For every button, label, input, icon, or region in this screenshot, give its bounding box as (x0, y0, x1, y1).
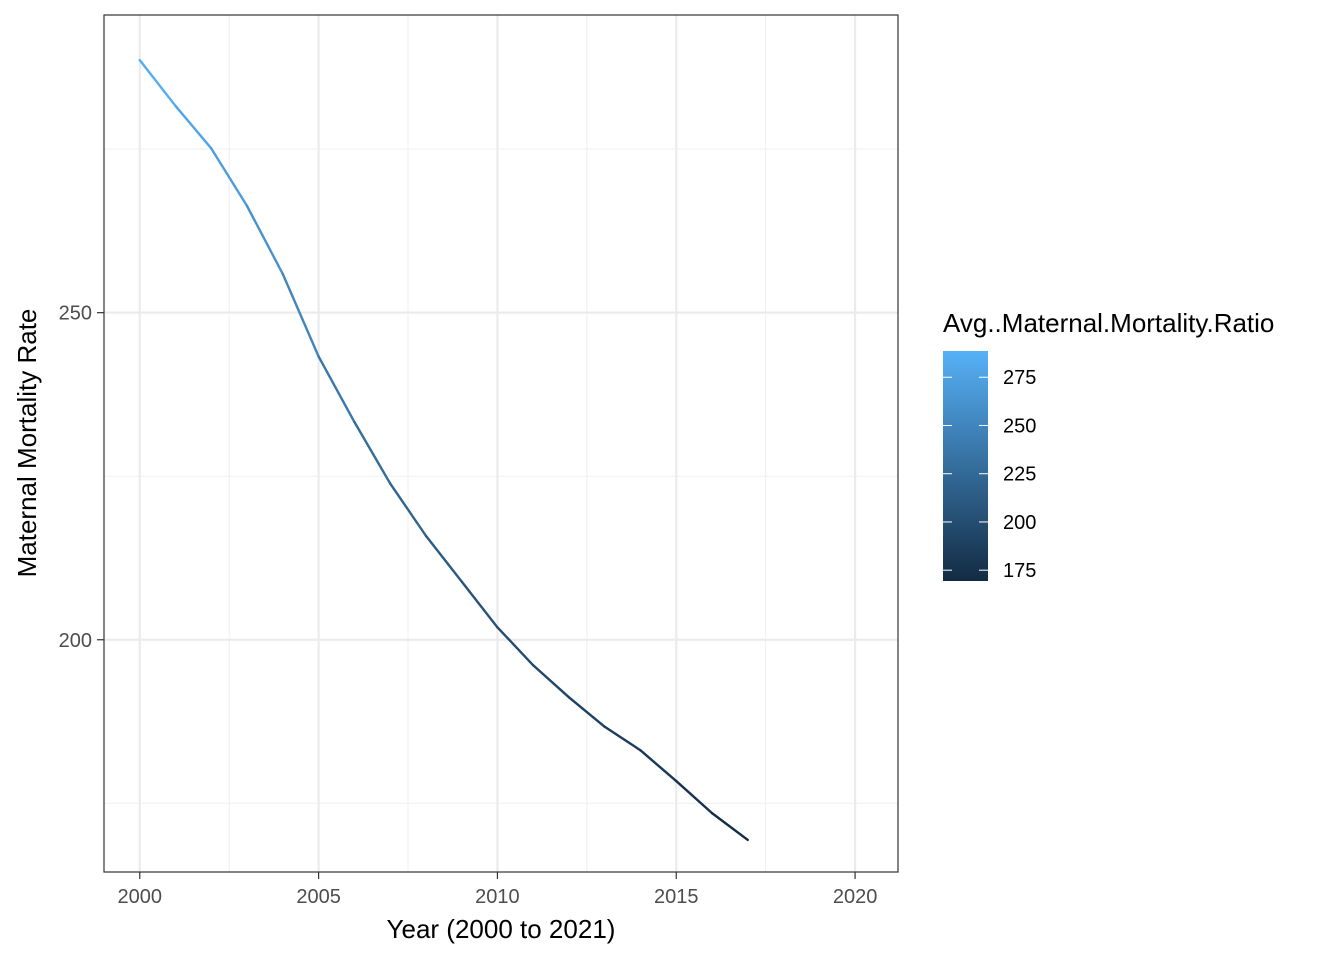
legend-breaks: 275 250 225 200 175 (943, 367, 1036, 582)
x-axis: 2000 2005 2010 2015 2020 (118, 872, 878, 908)
legend-title: Avg..Maternal.Mortality.Ratio (943, 308, 1274, 338)
y-axis-title: Maternal Mortality Rate (12, 309, 42, 578)
line-segment (603, 725, 642, 752)
panel-border (103, 14, 899, 873)
line-segment (496, 626, 535, 667)
line-segment (245, 204, 285, 276)
series-line (138, 58, 749, 842)
line-segment (174, 104, 213, 150)
legend-break-label: 250 (1003, 415, 1036, 437)
line-segment (424, 534, 463, 583)
x-tick-label: 2010 (475, 886, 520, 908)
x-tick-label: 2000 (118, 886, 163, 908)
x-axis-title: Year (2000 to 2021) (387, 914, 616, 944)
y-tick-label: 250 (59, 303, 92, 325)
grid-minor (104, 15, 898, 872)
x-tick-label: 2020 (833, 886, 878, 908)
line-segment (353, 420, 392, 485)
y-axis: 200 250 (59, 303, 104, 652)
grid-major (104, 15, 898, 872)
colorbar (943, 351, 988, 581)
y-tick-label: 200 (59, 630, 92, 652)
line-segment (388, 482, 428, 537)
legend-break-label: 175 (1003, 560, 1036, 582)
line-segment (317, 355, 356, 424)
line-segment (531, 664, 571, 699)
line-segment (138, 58, 177, 108)
plot-panel (104, 15, 898, 872)
line-segment (460, 580, 499, 629)
line-segment (639, 749, 678, 783)
legend-break-label: 225 (1003, 464, 1036, 486)
line-segment (675, 779, 714, 815)
x-tick-label: 2005 (296, 886, 341, 908)
line-segment (281, 272, 320, 358)
line-segment (567, 696, 606, 728)
x-tick-label: 2015 (654, 886, 699, 908)
line-segment (210, 147, 249, 208)
legend-break-label: 275 (1003, 367, 1036, 389)
legend-break-label: 200 (1003, 512, 1036, 534)
line-segment (710, 811, 749, 842)
legend: Avg..Maternal.Mortality.Ratio 2752502252… (943, 308, 1274, 582)
